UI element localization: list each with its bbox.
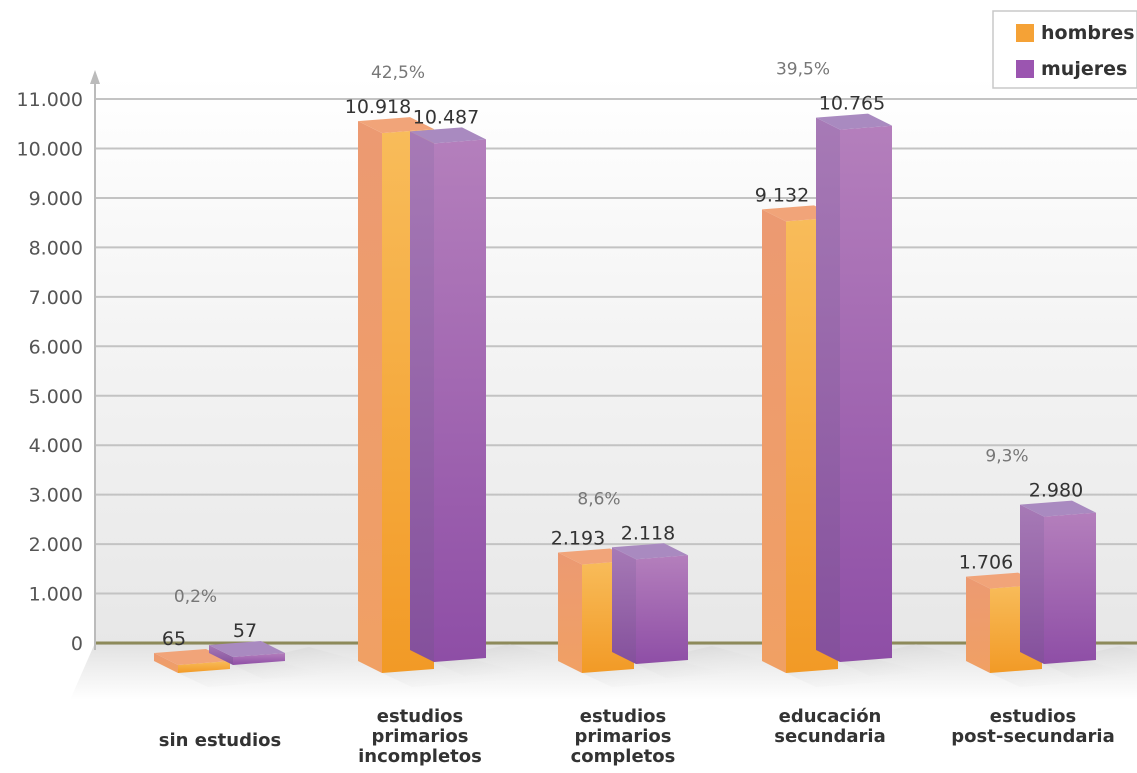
legend: hombres mujeres [993,11,1137,88]
bar-front [434,139,486,662]
value-label-mujeres: 10.487 [413,106,479,128]
x-category-label: estudios primarios completos [571,706,676,767]
y-tick-label: 11.000 [17,89,83,111]
bar-front [636,555,688,664]
bar-side [816,118,840,662]
y-tick-label: 6.000 [29,336,83,358]
value-label-mujeres: 2.118 [621,522,675,544]
x-category-label-line: estudios [377,706,463,727]
y-tick-label: 8.000 [29,237,83,259]
x-category-label-line: completos [571,746,676,767]
y-tick-label: 3.000 [29,485,83,507]
legend-label: hombres [1041,22,1135,44]
y-tick-label: 5.000 [29,386,83,408]
bar-side [1020,505,1044,664]
y-tick-label: 2.000 [29,534,83,556]
y-tick-label: 9.000 [29,188,83,210]
percentage-label: 9,3% [985,447,1028,467]
x-category-label-line: sin estudios [159,730,281,751]
percentage-label: 0,2% [174,587,217,607]
legend-label: mujeres [1041,58,1127,80]
x-category-label-line: estudios [580,706,666,727]
x-category-label-line: incompletos [358,746,482,767]
percentage-label: 39,5% [776,60,830,80]
value-label-mujeres: 10.765 [819,93,885,115]
value-label-hombres: 2.193 [551,528,605,550]
value-label-hombres: 10.918 [345,96,411,118]
bar-side [762,209,786,673]
bar-side [558,553,582,673]
x-category-label: educación secundaria [774,706,885,747]
x-category-label: estudios primarios incompletos [358,706,482,767]
legend-swatch [1016,24,1034,42]
y-tick-label: 0 [71,633,83,655]
value-label-hombres: 1.706 [959,552,1013,574]
y-tick-label: 1.000 [29,584,83,606]
value-label-hombres: 9.132 [755,184,809,206]
value-label-mujeres: 57 [233,620,257,642]
bar-side [966,577,990,673]
x-category-label-line: primarios [575,726,672,747]
bar-side [612,547,636,664]
x-category-label-line: estudios [990,706,1076,727]
x-category-label: sin estudios [159,730,281,751]
percentage-label: 42,5% [371,63,425,83]
y-tick-label: 4.000 [29,435,83,457]
x-category-label: estudios post-secundaria [951,706,1115,747]
x-category-label-line: secundaria [774,726,885,747]
bar-front [840,126,892,662]
y-tick-label: 10.000 [17,139,83,161]
bar-front [1044,513,1096,664]
bar-side [410,131,434,662]
percentage-label: 8,6% [577,489,620,509]
y-tick-label: 7.000 [29,287,83,309]
x-category-label-line: primarios [372,726,469,747]
value-label-mujeres: 2.980 [1029,480,1083,502]
y-axis: 0 1.000 2.000 3.000 4.000 5.000 6.000 7.000 8.00… [17,70,100,655]
x-category-label-line: post-secundaria [951,726,1115,747]
legend-swatch [1016,60,1034,78]
value-label-hombres: 65 [162,628,186,650]
x-category-label-line: educación [779,706,882,727]
bar-side [358,121,382,673]
